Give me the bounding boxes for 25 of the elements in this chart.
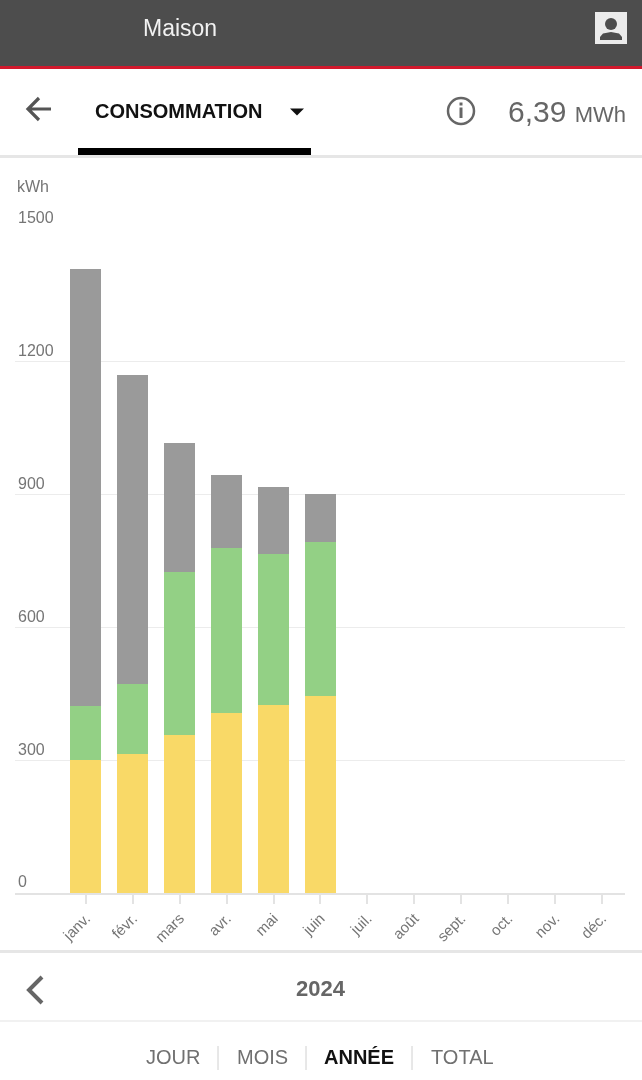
y-tick-label: 600: [18, 607, 45, 625]
x-tick-label: juin: [298, 909, 328, 939]
x-tick-label: oct.: [486, 909, 516, 939]
x-tick-label: avr.: [204, 909, 235, 939]
y-tick-label: 0: [18, 873, 27, 891]
x-tick-label: août: [389, 909, 423, 943]
x-tick-label: juil.: [346, 909, 375, 939]
chart-subtitle: CONSOMMATION: [95, 100, 263, 122]
x-tick-label: déc.: [577, 909, 610, 942]
text: 2024: [296, 976, 346, 1001]
chart-title: Maison: [143, 15, 218, 42]
x-tick-label: févr.: [108, 909, 141, 942]
x-tick-label: mai: [251, 909, 281, 939]
x-tick-label: nov.: [531, 909, 563, 941]
y-tick-label: 900: [18, 475, 45, 492]
y-tick-label: 300: [18, 740, 45, 758]
x-tick-label: sept.: [433, 909, 469, 945]
y-tick-label: 1500: [18, 209, 54, 227]
y-axis-title: kWh: [17, 178, 49, 195]
text: 6,39 MWh: [508, 95, 627, 128]
y-tick-label: 1200: [18, 342, 54, 360]
text: MOIS: [237, 1046, 289, 1068]
text: JOUR: [146, 1046, 201, 1068]
text: TOTAL: [431, 1046, 494, 1068]
text: ANNÉE: [324, 1046, 395, 1068]
